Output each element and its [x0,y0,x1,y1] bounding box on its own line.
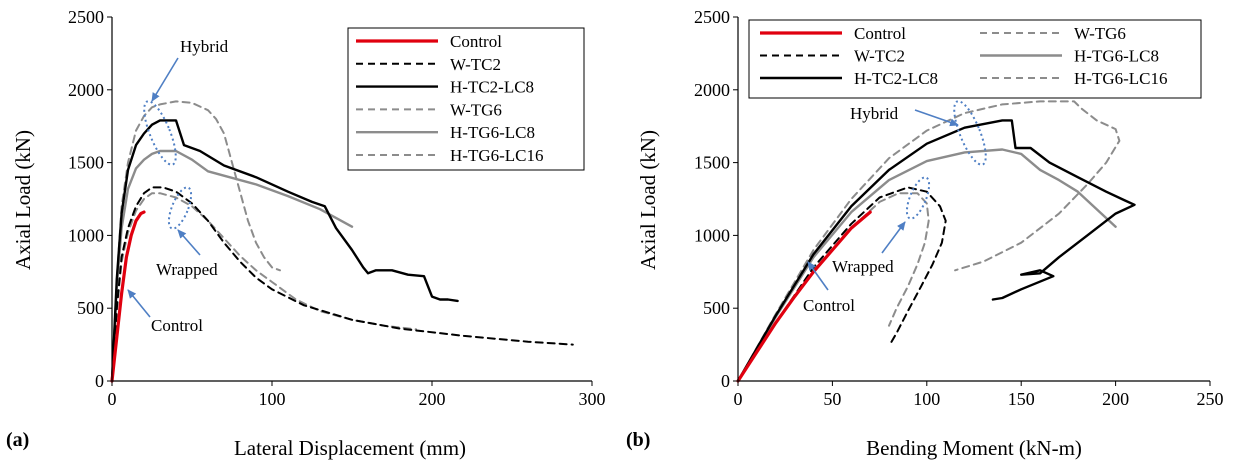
panel-b-hybrid-ellipse [953,100,987,166]
series-line-control [110,210,146,383]
panel-a-control-label: Control [151,316,203,335]
panel-a-wrapped-ellipse [167,186,193,230]
panel-b-hybrid-label: Hybrid [850,104,899,123]
panel-a-legend: Control W-TC2 H-TC2-LC8 W-TG6 H-TG6-LC8 H-TG6… [347,27,585,171]
legend-label-h-tg6-lc16: H-TG6-LC16 [450,146,543,165]
series-line-h-tc2-lc8 [736,119,1136,383]
panel-a-wrapped-arrow [177,229,201,256]
x-tick-label: 0 [108,389,117,409]
y-tick-label: 2000 [68,80,104,100]
panel-a-wrapped-label: Wrapped [156,260,218,279]
panel-a-legend-box [347,27,585,171]
series-line-h-tc2-lc8 [110,119,459,383]
series-line-w-tg6 [111,192,417,382]
x-tick-label: 150 [1008,389,1035,409]
panel-b-wrapped-ellipse [905,176,931,220]
panel-a-annotations: Hybrid Wrapped Control [127,37,229,335]
panel-b-xlabel: Bending Moment (kN-m) [866,436,1082,460]
y-tick-label: 1500 [68,153,104,173]
series-line-control [736,210,872,383]
legend-label-w-tg6: W-TG6 [1074,24,1126,43]
y-tick-label: 0 [95,371,104,391]
panel-b-chart: 0 500 1000 1500 2000 2500 0 50 100 150 200 250 Axia… [626,7,1224,460]
panel-a-label: (a) [6,429,29,451]
panel-b-control-label: Control [803,296,855,315]
panel-b-ticks: 0 500 1000 1500 2000 2500 0 50 100 150 200 250 [694,7,1224,409]
panel-a-ylabel: Axial Load (kN) [11,130,35,270]
panel-b-wrapped-arrow [881,221,906,254]
y-tick-label: 2500 [68,7,104,27]
panel-a-hybrid-arrow [151,57,179,102]
x-tick-label: 100 [913,389,940,409]
legend-label-w-tc2: W-TC2 [450,55,501,74]
panel-b-label: (b) [626,429,650,451]
y-tick-label: 2000 [694,80,730,100]
y-tick-label: 2500 [694,7,730,27]
panel-b-plot-area [736,100,1136,383]
series-line-h-tg6-lc16 [111,100,281,382]
x-tick-label: 300 [579,389,606,409]
y-tick-label: 1000 [694,225,730,245]
panel-b-annotations: Hybrid Wrapped Control [803,100,987,315]
legend-label-w-tc2: W-TC2 [854,47,905,66]
legend-label-h-tg6-lc8: H-TG6-LC8 [1074,47,1159,66]
panel-a-plot-area [110,100,574,383]
y-tick-label: 500 [703,298,730,318]
series-line-w-tc2 [111,186,574,382]
y-tick-label: 500 [77,298,104,318]
x-tick-label: 100 [259,389,286,409]
legend-label-control: Control [854,24,906,43]
series-line-w-tg6 [737,192,930,382]
series-line-h-tg6-lc8 [736,148,1117,383]
panel-b-hybrid-arrow [914,109,959,127]
y-tick-label: 0 [721,371,730,391]
legend-label-control: Control [450,32,502,51]
y-tick-label: 1500 [694,153,730,173]
x-tick-label: 200 [1102,389,1129,409]
series-line-h-tg6-lc8 [110,149,354,383]
legend-label-h-tc2-lc8: H-TC2-LC8 [854,69,938,88]
legend-label-w-tg6: W-TG6 [450,100,502,119]
panel-a-control-arrow [127,289,151,318]
x-tick-label: 50 [823,389,841,409]
panel-b-wrapped-label: Wrapped [832,257,894,276]
panel-a-hybrid-label: Hybrid [180,37,229,56]
series-line-w-tc2 [737,186,947,382]
legend-label-h-tg6-lc8: H-TG6-LC8 [450,123,535,142]
x-tick-label: 250 [1197,389,1224,409]
panel-a-hybrid-ellipse [143,100,177,166]
panel-b-control-arrow [807,261,829,291]
series-line-h-tg6-lc16 [737,100,1121,382]
y-tick-label: 1000 [68,225,104,245]
legend-label-h-tg6-lc16: H-TG6-LC16 [1074,69,1167,88]
panel-b-legend: Control W-TC2 H-TC2-LC8 W-TG6 H-TG6-LC8 H-TG6… [748,19,1202,99]
x-tick-label: 0 [734,389,743,409]
panel-a-chart: 0 500 1000 1500 2000 2500 0 100 200 300 Axial Loa… [6,7,606,460]
panel-a-xlabel: Lateral Displacement (mm) [234,436,466,460]
legend-label-h-tc2-lc8: H-TC2-LC8 [450,78,534,97]
panel-a-ticks: 0 500 1000 1500 2000 2500 0 100 200 300 [68,7,606,409]
panel-b-ylabel: Axial Load (kN) [636,130,660,270]
x-tick-label: 200 [419,389,446,409]
